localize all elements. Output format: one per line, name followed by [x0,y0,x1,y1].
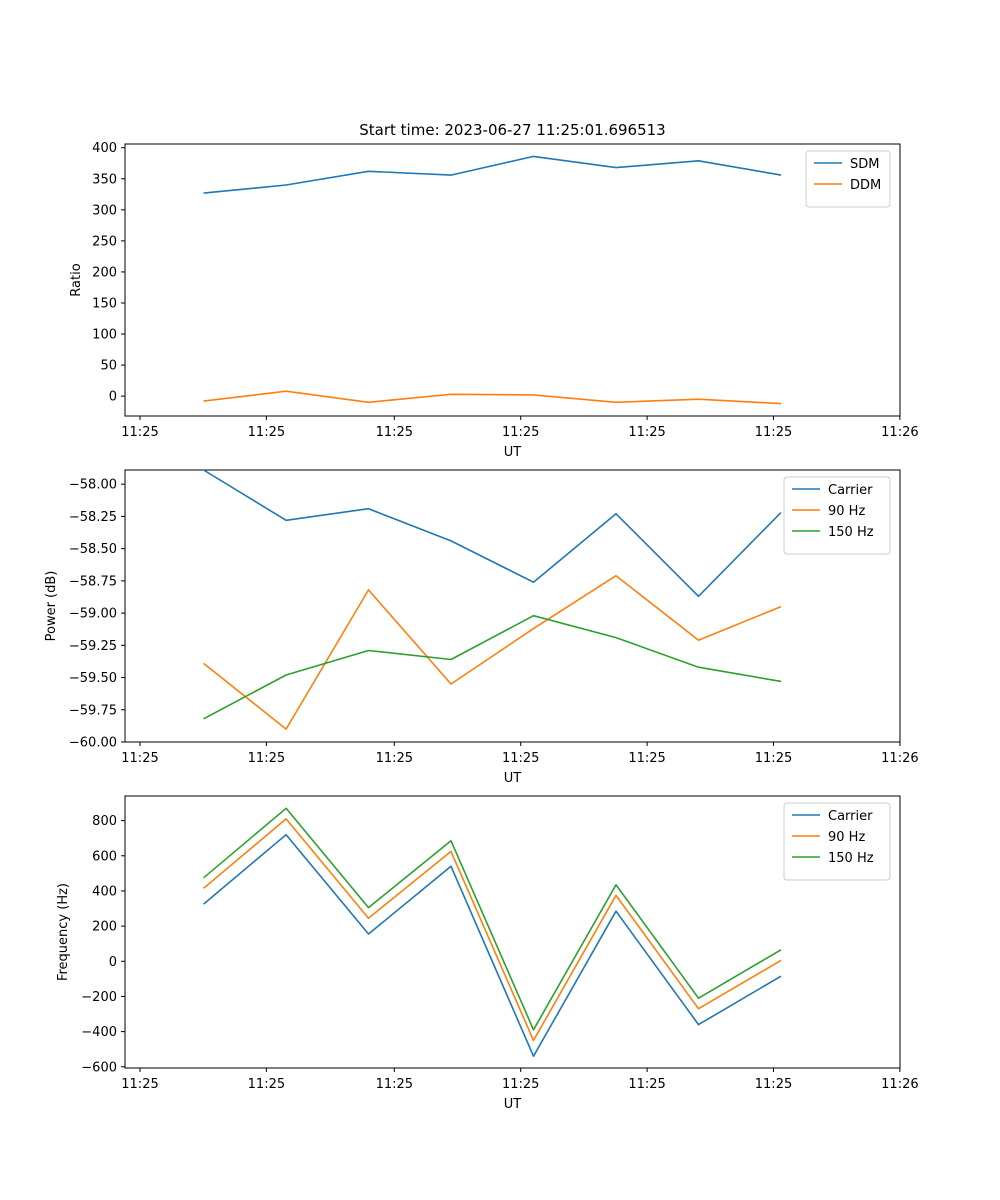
y-tick-label: −58.00 [69,478,117,493]
y-axis-label: Ratio [69,263,84,296]
axes-frame [124,795,901,1069]
series-line-carrier [203,469,782,598]
y-tick-label: 50 [100,359,117,374]
y-tick-label: −60.00 [69,736,117,751]
y-tick-label: −58.50 [69,542,117,557]
legend-label: Carrier [828,483,873,498]
y-tick-label: 350 [92,172,117,187]
y-tick-label: −58.75 [69,574,117,589]
y-axis-label: Frequency (Hz) [56,883,71,981]
series-line-150-hz [203,614,782,720]
x-tick-label: 11:25 [755,751,792,766]
series-line-carrier [203,833,782,1057]
legend-label: SDM [850,157,879,172]
y-tick-label: 250 [92,234,117,249]
x-tick-label: 11:26 [881,1077,918,1092]
x-tick-label: 11:25 [248,1077,285,1092]
y-tick-label: 300 [92,203,117,218]
chart-panel-3: 11:25 11:25 11:25 11:25 11:25 11:25 11:26 −600 −… [56,795,919,1112]
y-tick-label: −59.00 [69,607,117,622]
y-tick-label: 0 [109,390,117,405]
y-tick-label: −58.25 [69,510,117,525]
series-line-150-hz [203,807,782,1031]
legend-box [805,150,891,208]
y-tick-label: 800 [92,814,117,829]
y-tick-label: −59.75 [69,703,117,718]
y-tick-label: 0 [109,955,117,970]
y-tick-label: 600 [92,849,117,864]
x-tick-label: 11:25 [376,1077,413,1092]
y-tick-label: −59.25 [69,639,117,654]
x-tick-label: 11:25 [121,425,158,440]
x-tick-label: 11:26 [881,751,918,766]
axes-frame [124,143,901,417]
x-axis-label: UT [504,1097,522,1112]
y-tick-label: −600 [81,1060,117,1075]
x-tick-label: 11:25 [628,751,665,766]
y-tick-label: −59.50 [69,671,117,686]
x-tick-label: 11:25 [248,425,285,440]
legend-label: DDM [850,178,881,193]
y-tick-label: −200 [81,990,117,1005]
legend-label: 150 Hz [828,851,874,866]
y-tick-label: −400 [81,1025,117,1040]
x-tick-label: 11:25 [502,751,539,766]
series-line-90-hz [203,818,782,1042]
series-line-sdm [203,155,782,194]
x-axis-label: UT [504,445,522,460]
x-tick-label: 11:25 [502,425,539,440]
x-tick-label: 11:25 [248,751,285,766]
x-tick-label: 11:25 [755,1077,792,1092]
x-tick-label: 11:25 [628,1077,665,1092]
legend-label: 90 Hz [828,830,865,845]
y-tick-label: 150 [92,296,117,311]
x-tick-label: 11:25 [755,425,792,440]
x-tick-label: 11:25 [502,1077,539,1092]
x-tick-label: 11:25 [376,425,413,440]
axes-frame [124,469,901,743]
figure-title: Start time: 2023-06-27 11:25:01.696513 [359,121,665,139]
x-axis-label: UT [504,771,522,786]
legend-label: Carrier [828,809,873,824]
y-tick-label: 200 [92,265,117,280]
legend-label: 90 Hz [828,504,865,519]
y-tick-label: 100 [92,328,117,343]
chart-panel-2: 11:25 11:25 11:25 11:25 11:25 11:25 11:26 −60.0… [44,469,919,786]
chart-panel-1: 11:25 11:25 11:25 11:25 11:25 11:25 11:26 0 50 10… [69,141,919,460]
x-tick-label: 11:25 [121,751,158,766]
x-tick-label: 11:25 [628,425,665,440]
y-tick-label: 200 [92,920,117,935]
series-line-90-hz [203,574,782,730]
legend-box [783,802,891,881]
series-line-ddm [203,390,782,405]
x-tick-label: 11:25 [376,751,413,766]
y-axis-label: Power (dB) [44,571,59,642]
legend-box [783,476,891,555]
x-tick-label: 11:26 [881,425,918,440]
y-tick-label: 400 [92,884,117,899]
y-tick-label: 400 [92,141,117,156]
x-tick-label: 11:25 [121,1077,158,1092]
legend-label: 150 Hz [828,525,874,540]
